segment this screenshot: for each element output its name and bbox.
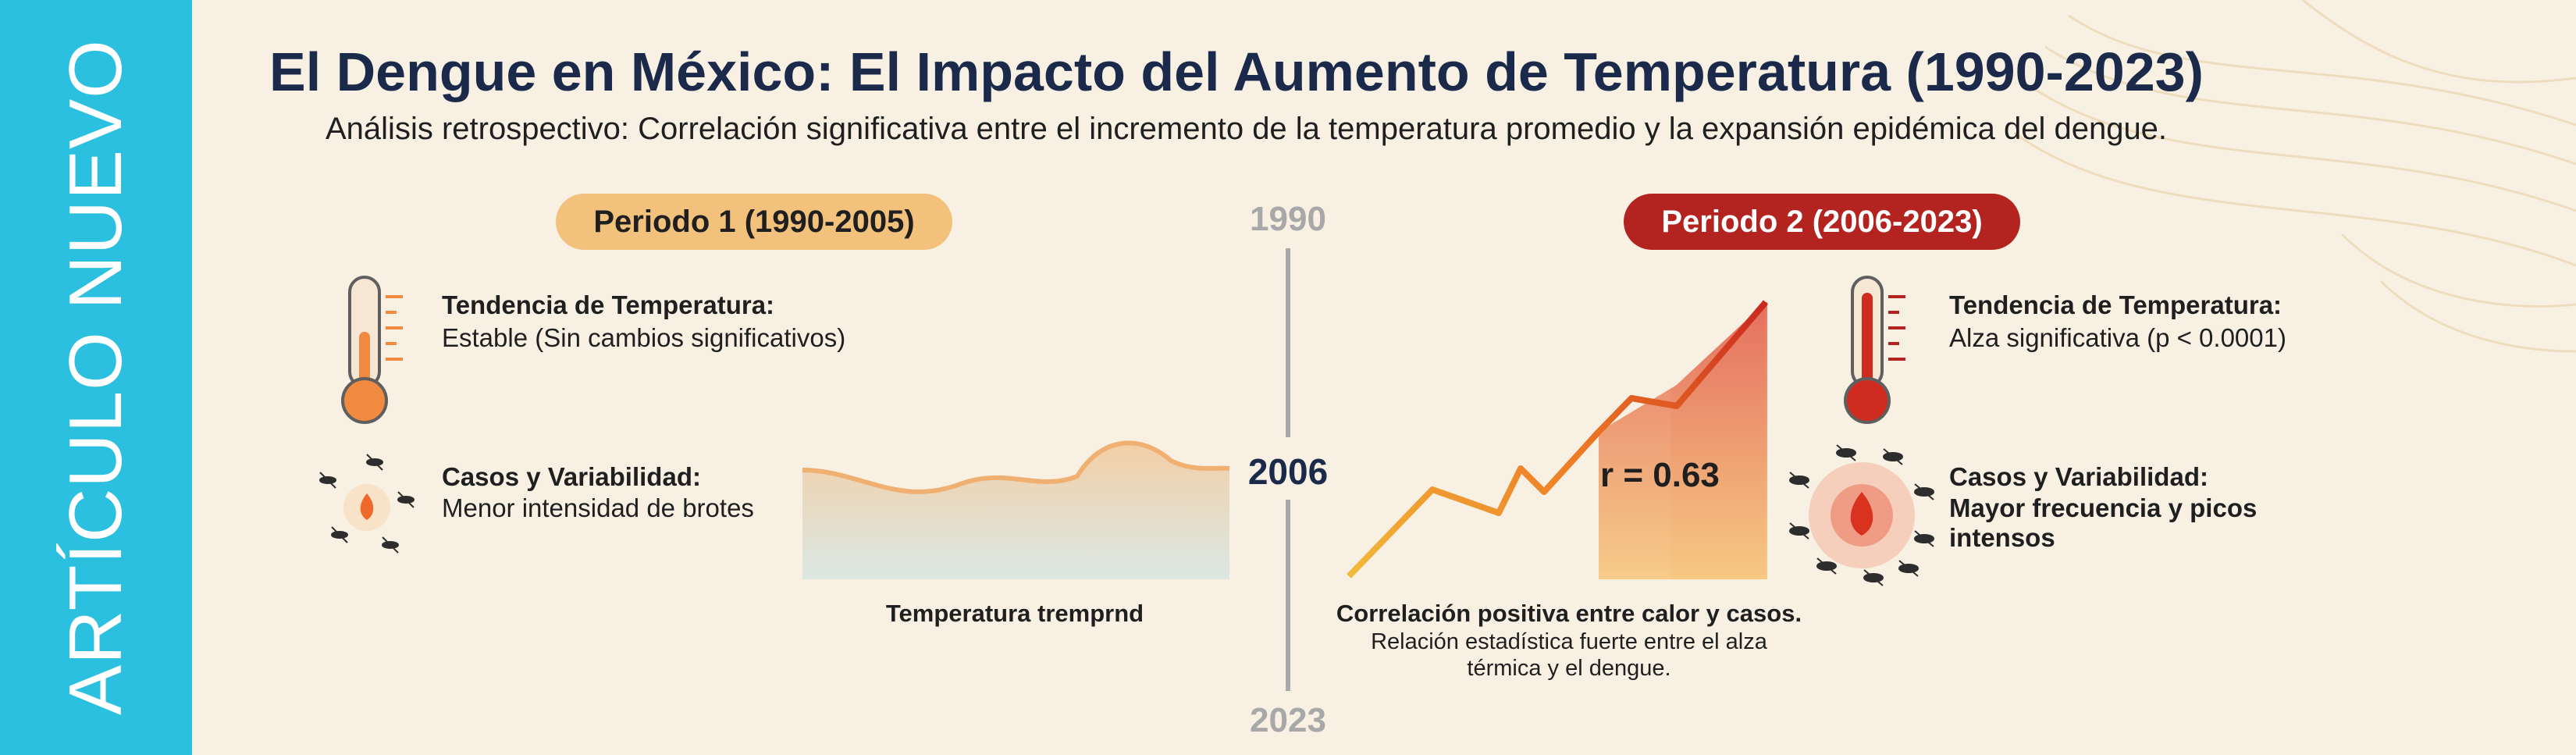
period-2-temp-desc: Alza significativa (p < 0.0001) [1949,323,2286,352]
timeline-year-end: 2023 [1250,701,1326,739]
period-1-temp-title: Tendencia de Temperatura: [442,290,775,319]
period-2-caption-line2: térmica y el dengue. [1467,656,1671,681]
period-1-cases-desc: Menor intensidad de brotes [442,493,754,522]
period-2-cases-desc-line1: Mayor frecuencia y picos [1949,493,2258,522]
period-2-trend-line [1347,300,1769,579]
thermometer-icon-right [1844,276,1905,424]
period-2-cases-title: Casos y Variabilidad: [1949,462,2208,491]
correlation-value-label: r = 0.63 [1600,456,1720,494]
period-2-caption-title: Correlación positiva entre calor y casos… [1336,600,1802,627]
period-1-chart [802,440,1230,579]
period-2-badge: Periodo 2 (2006-2023) [1624,194,2020,250]
page-title: El Dengue en México: El Impacto del Aume… [269,41,2204,102]
period-1-wavy-line [802,440,1230,494]
period-2-temp-title: Tendencia de Temperatura: [1949,290,2282,319]
period-1-temp-desc: Estable (Sin cambios significativos) [442,323,846,352]
thermometer-icon-left [341,276,403,424]
mosquito-cluster-icon-right [1789,444,1934,586]
period-2-caption-line1: Relación estadística fuerte entre el alz… [1371,629,1767,654]
period-1-cases-title: Casos y Variabilidad: [442,462,701,491]
side-banner: ARTÍCULO NUEVO [0,0,192,755]
period-2-chart [1347,300,1769,579]
period-2-upper-area [1670,302,1766,579]
period-1-badge: Periodo 1 (1990-2005) [556,194,952,250]
timeline-year-middle: 2006 [1247,451,1329,492]
period-2-cases-desc-line2: intensos [1949,523,2055,552]
timeline-year-start: 1990 [1250,200,1326,238]
mosquito-cluster-icon-left [319,454,415,554]
period-1-area [802,443,1229,579]
page-subtitle: Análisis retrospectivo: Correlación sign… [326,112,2168,146]
period-1-chart-caption: Temperatura tremprnd [885,600,1144,627]
